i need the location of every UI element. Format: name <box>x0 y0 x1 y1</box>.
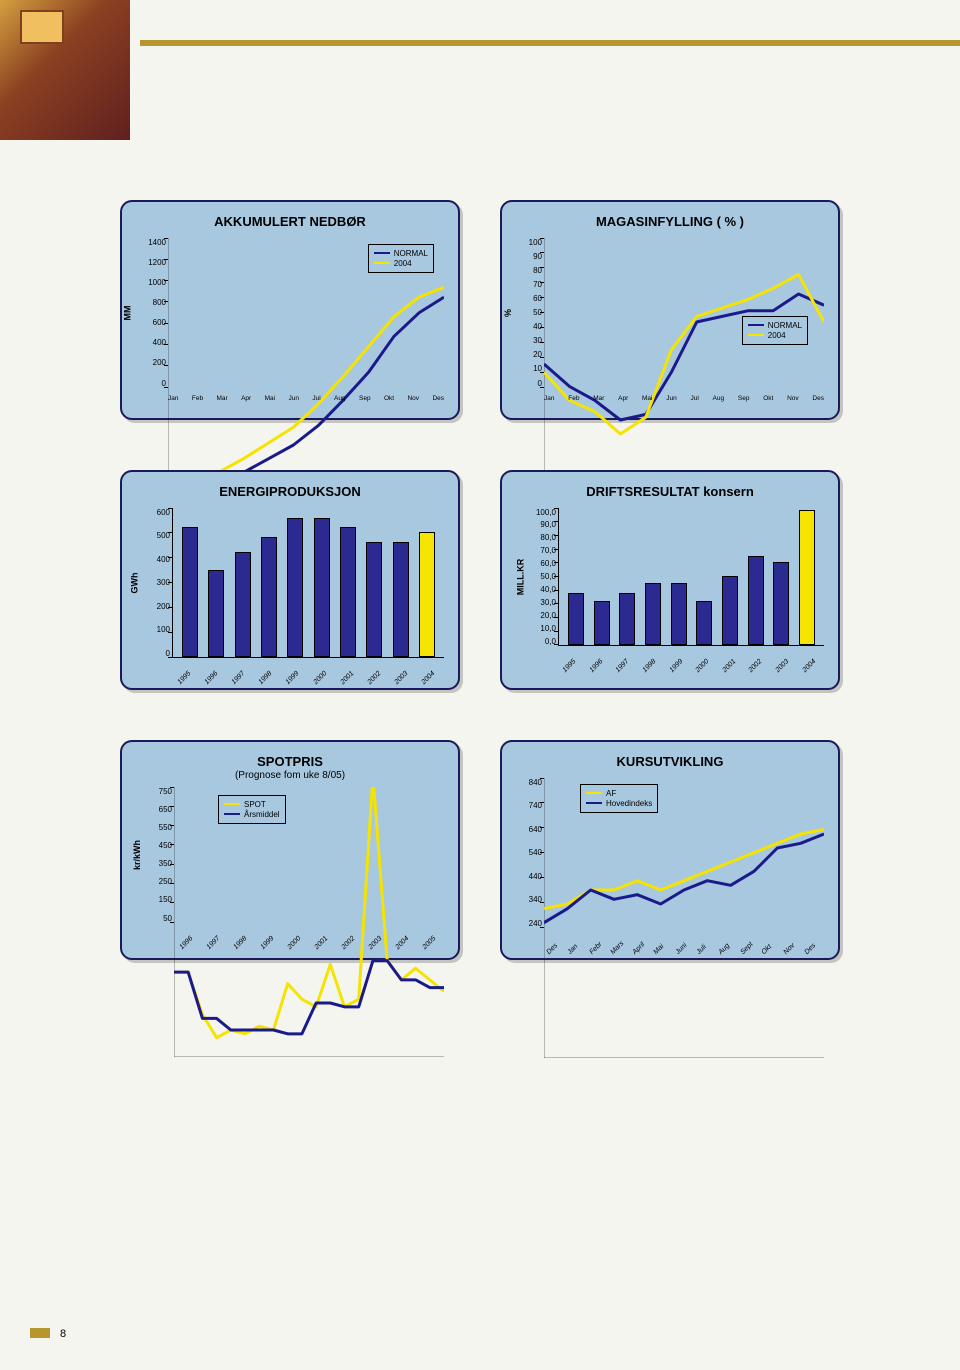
y-axis-label: kr/kWh <box>132 840 142 870</box>
legend: NORMAL 2004 <box>368 244 434 273</box>
chart-magasin: MAGASINFYLLING ( % ) % NORMAL 2004 10090… <box>500 200 840 420</box>
chart-drift: DRIFTSRESULTAT konsern MILL.KR 100,090,0… <box>500 470 840 690</box>
y-axis-label: GWh <box>130 572 140 593</box>
x-axis-ticks: DesJan FebrMars AprilMai JuniJuli AugSep… <box>544 943 824 950</box>
chart-energi: ENERGIPRODUKSJON GWh 600500 400300 20010… <box>120 470 460 690</box>
y-axis-ticks: 840740 640540 440340 240 <box>516 778 542 928</box>
bar <box>182 527 198 656</box>
footer-decoration <box>30 1328 50 1338</box>
y-axis-ticks: 14001200 1000800 600400 2000 <box>140 238 166 388</box>
chart-subtitle: (Prognose fom uke 8/05) <box>132 770 448 781</box>
chart-title: DRIFTSRESULTAT konsern <box>512 484 828 500</box>
bar <box>773 562 789 644</box>
bar <box>594 601 610 645</box>
header-decorative-image <box>0 0 130 140</box>
chart-title: KURSUTVIKLING <box>512 754 828 770</box>
chart-title: ENERGIPRODUKSJON <box>132 484 448 500</box>
x-axis-ticks: 19961997 19981999 20002001 20022003 2004… <box>174 938 444 945</box>
bar <box>366 542 382 656</box>
line-plot <box>544 778 824 1058</box>
bar <box>722 576 738 645</box>
y-axis-ticks: 750650 550450 350250 15050 <box>146 787 172 923</box>
y-axis-ticks: 100,090,0 80,070,0 60,050,0 40,030,0 20,… <box>530 508 556 646</box>
legend: SPOT Årsmiddel <box>218 795 286 824</box>
chart-nedbor: AKKUMULERT NEDBØR MM NORMAL 2004 1400120… <box>120 200 460 420</box>
x-axis-ticks: 19951996 19971998 19992000 20012002 2003… <box>558 661 824 668</box>
y-axis-ticks: 600500 400300 200100 0 <box>144 508 170 658</box>
charts-grid: AKKUMULERT NEDBØR MM NORMAL 2004 1400120… <box>120 200 840 1010</box>
bar <box>208 570 224 657</box>
bar <box>568 593 584 645</box>
bar <box>235 552 251 656</box>
bars <box>172 508 444 658</box>
y-axis-label: MILL.KR <box>515 558 525 595</box>
x-axis-ticks: 19951996 19971998 19992000 20012002 2003… <box>172 673 444 680</box>
chart-kurs: KURSUTVIKLING AF Hovedindeks 840740 6405… <box>500 740 840 960</box>
bar <box>645 583 661 645</box>
line-plot <box>174 787 444 1057</box>
bar <box>393 542 409 656</box>
legend: AF Hovedindeks <box>580 784 658 813</box>
legend: NORMAL 2004 <box>742 316 808 345</box>
y-axis-label: MM <box>123 305 133 320</box>
bar <box>799 510 815 644</box>
chart-title: MAGASINFYLLING ( % ) <box>512 214 828 230</box>
chart-spot: SPOTPRIS (Prognose fom uke 8/05) kr/kWh … <box>120 740 460 960</box>
bar <box>748 556 764 645</box>
header-gold-rule <box>140 40 960 46</box>
y-axis-label: % <box>503 309 513 317</box>
page-number: 8 <box>60 1328 66 1340</box>
bar <box>314 518 330 657</box>
chart-title: SPOTPRIS <box>132 754 448 770</box>
bar <box>419 532 435 656</box>
chart-title: AKKUMULERT NEDBØR <box>132 214 448 230</box>
x-axis-ticks: JanFeb MarApr MaiJun JulAug SepOkt NovDe… <box>168 395 444 402</box>
bar <box>696 601 712 645</box>
bar <box>287 518 303 657</box>
bars <box>558 508 824 646</box>
bar <box>619 593 635 645</box>
x-axis-ticks: JanFeb MarApr MaiJun JulAug SepOkt NovDe… <box>544 395 824 402</box>
y-axis-ticks: 10090 8070 6050 4030 2010 0 <box>516 238 542 388</box>
bar <box>340 527 356 656</box>
bar <box>261 537 277 656</box>
bar <box>671 583 687 645</box>
